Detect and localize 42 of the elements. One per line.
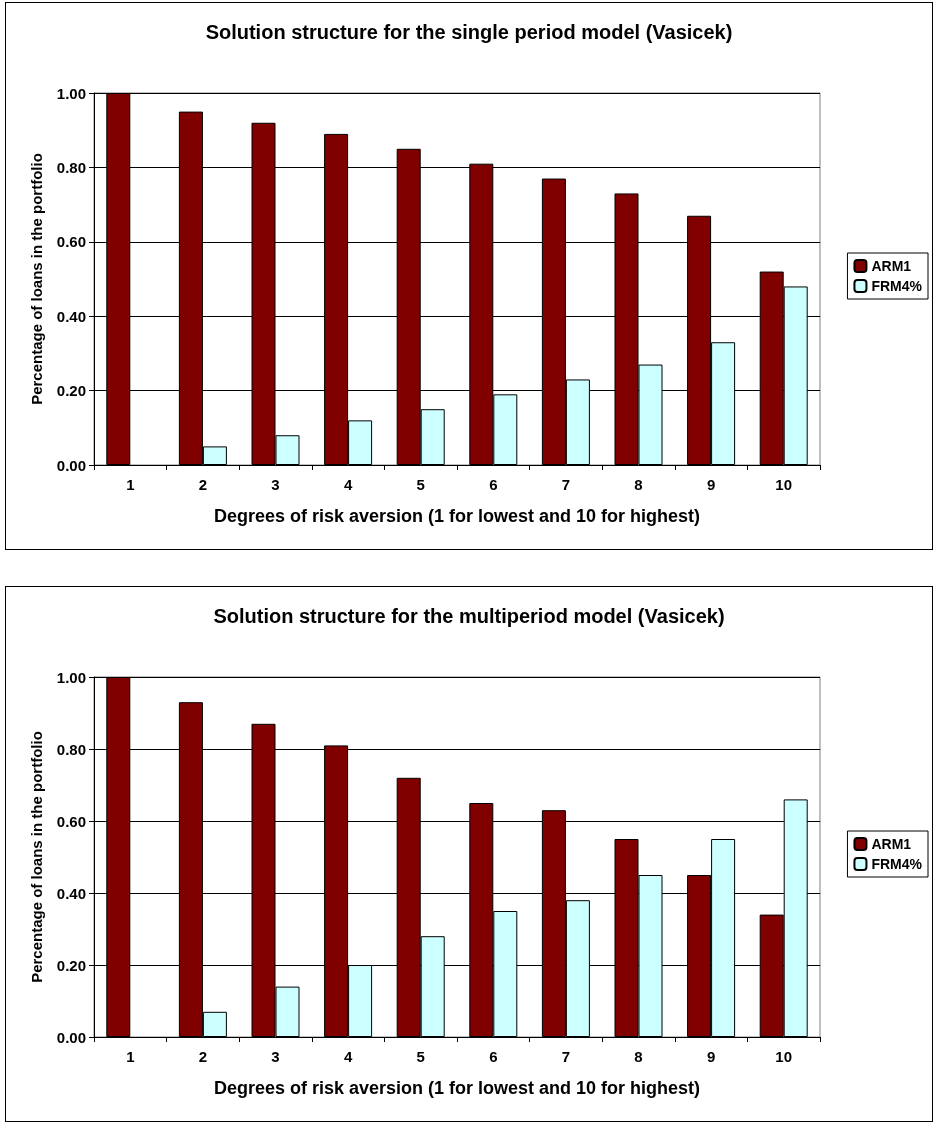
x-axis-title: Degrees of risk aversion (1 for lowest and 10 for highest) [213,506,701,526]
x-tick-label: 4 [343,1048,353,1065]
legend-label: ARM1 [871,836,912,852]
x-tick-label: 5 [416,476,425,493]
legend-label: FRM4% [871,278,923,294]
y-tick-label: 0.00 [56,1028,86,1046]
x-tick-label: 6 [489,476,498,493]
y-tick-label: 1.00 [56,84,86,102]
y-tick-label: 1.00 [56,668,86,686]
y-axis-title: Percentage of loans in the portfolio [28,731,45,983]
y-tick-label: 0.60 [56,233,86,251]
x-axis-title: Degrees of risk aversion (1 for lowest and 10 for highest) [213,1078,701,1098]
chart-title: Solution structure for the single period model (Vasicek) [205,21,733,43]
x-tick-label: 7 [561,476,571,493]
y-tick-label: 0.00 [56,456,86,474]
legend-label: FRM4% [871,856,923,872]
y-tick-label: 0.20 [56,956,86,974]
x-tick-label: 7 [561,1048,571,1065]
x-tick-label: 8 [634,1048,643,1065]
x-tick-label: 3 [271,476,280,493]
legend-label: ARM1 [871,258,912,274]
x-tick-label: 6 [489,1048,498,1065]
x-tick-label: 8 [634,476,643,493]
x-tick-label: 4 [343,476,353,493]
y-tick-label: 0.40 [56,307,86,325]
x-tick-label: 1 [126,476,135,493]
x-tick-label: 2 [198,476,208,493]
x-tick-label: 10 [775,476,793,493]
y-tick-label: 0.80 [56,158,86,176]
x-tick-label: 3 [271,1048,280,1065]
y-tick-label: 0.80 [56,740,86,758]
x-tick-label: 2 [198,1048,208,1065]
x-tick-label: 9 [706,476,716,493]
y-tick-label: 0.40 [56,884,86,902]
y-tick-label: 0.20 [56,382,86,400]
y-tick-label: 0.60 [56,812,86,830]
x-tick-label: 5 [416,1048,425,1065]
y-axis-title: Percentage of loans in the portfolio [28,153,45,405]
x-tick-label: 9 [706,1048,716,1065]
chart-title: Solution structure for the multiperiod model (Vasicek) [213,605,725,627]
x-tick-label: 1 [126,1048,135,1065]
x-tick-label: 10 [775,1048,793,1065]
